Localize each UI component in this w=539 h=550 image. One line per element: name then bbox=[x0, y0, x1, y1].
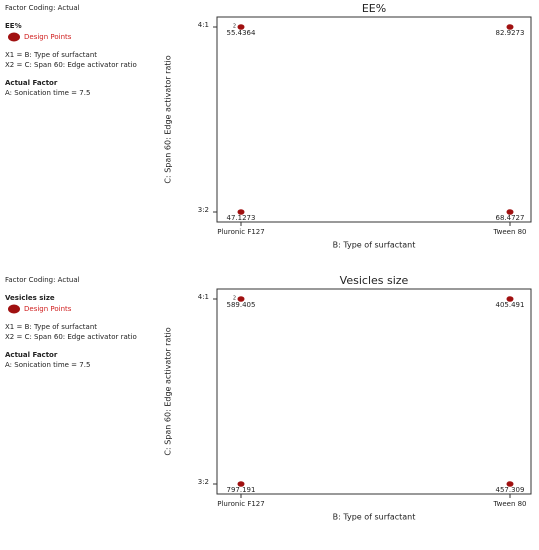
point-count: 2 bbox=[233, 24, 236, 30]
panel-response: Vesicles size bbox=[5, 294, 55, 302]
legend-label: Design Points bbox=[24, 33, 72, 41]
panel-coding: Factor Coding: Actual bbox=[5, 4, 80, 12]
point-label: 405.491 bbox=[496, 301, 525, 309]
y-tick-label: 4:1 bbox=[198, 21, 209, 29]
panel-factor: A: Sonication time = 7.5 bbox=[5, 361, 90, 369]
point-label: 82.9273 bbox=[496, 29, 525, 37]
panel-x2: X2 = C: Span 60: Edge activator ratio bbox=[5, 61, 137, 69]
design-point bbox=[237, 481, 245, 487]
y-tick-label: 4:1 bbox=[198, 293, 209, 301]
panel-response: EE% bbox=[5, 22, 22, 30]
point-label: 47.1273 bbox=[227, 214, 256, 222]
point-label: 55.4364 bbox=[227, 29, 256, 37]
panel-x1: X1 = B: Type of surfactant bbox=[5, 323, 97, 331]
legend-marker bbox=[8, 304, 20, 314]
point-label: 589.405 bbox=[227, 301, 256, 309]
chart-title: EE% bbox=[362, 2, 386, 15]
y-tick-label: 3:2 bbox=[198, 478, 209, 486]
x-tick-label: Pluronic F127 bbox=[217, 228, 264, 236]
design-point bbox=[237, 296, 245, 302]
design-point bbox=[506, 24, 514, 30]
panel-x1: X1 = B: Type of surfactant bbox=[5, 51, 97, 59]
design-point bbox=[506, 481, 514, 487]
legend-marker bbox=[8, 32, 20, 42]
design-point bbox=[237, 209, 245, 215]
panel-factor: A: Sonication time = 7.5 bbox=[5, 89, 90, 97]
chart-title: Vesicles size bbox=[340, 274, 409, 287]
design-point bbox=[506, 296, 514, 302]
point-label: 797.191 bbox=[227, 486, 256, 494]
panel-factor-heading: Actual Factor bbox=[5, 351, 58, 359]
design-point bbox=[237, 24, 245, 30]
panel-coding: Factor Coding: Actual bbox=[5, 276, 80, 284]
panel-x2: X2 = C: Span 60: Edge activator ratio bbox=[5, 333, 137, 341]
point-count: 2 bbox=[233, 296, 236, 302]
point-label: 68.4727 bbox=[496, 214, 525, 222]
x-tick-label: Tween 80 bbox=[492, 500, 526, 508]
x-tick-label: Pluronic F127 bbox=[217, 500, 264, 508]
point-label: 457.309 bbox=[496, 486, 525, 494]
legend-label: Design Points bbox=[24, 305, 72, 313]
x-tick-label: Tween 80 bbox=[492, 228, 526, 236]
panel-factor-heading: Actual Factor bbox=[5, 79, 58, 87]
x-axis-label: B: Type of surfactant bbox=[333, 241, 416, 250]
design-point bbox=[506, 209, 514, 215]
y-tick-label: 3:2 bbox=[198, 206, 209, 214]
y-axis-label: C: Span 60: Edge activator ratio bbox=[164, 55, 173, 183]
plot-frame bbox=[216, 288, 532, 495]
y-axis-label: C: Span 60: Edge activator ratio bbox=[164, 327, 173, 455]
plot-frame bbox=[216, 16, 532, 223]
x-axis-label: B: Type of surfactant bbox=[333, 513, 416, 522]
